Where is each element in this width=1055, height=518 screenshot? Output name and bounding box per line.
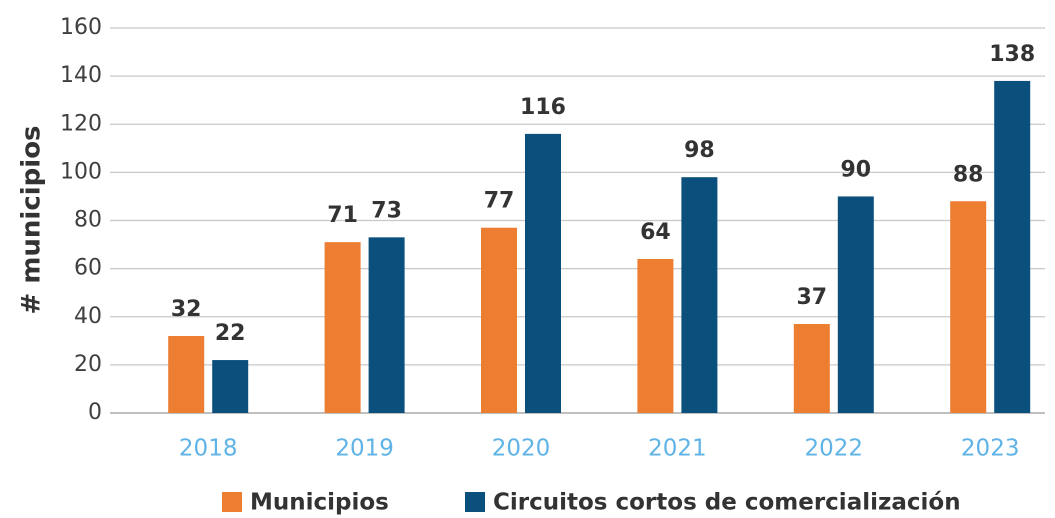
bar	[324, 242, 361, 413]
bar	[837, 196, 874, 413]
y-tick-label: 80	[74, 208, 102, 233]
x-tick-label: 2020	[492, 436, 551, 462]
value-label: 90	[840, 157, 871, 182]
bar	[168, 336, 205, 413]
value-label: 22	[215, 321, 246, 346]
y-tick-label: 140	[60, 63, 102, 88]
x-tick-label: 2019	[335, 436, 394, 462]
y-tick-label: 60	[74, 256, 102, 281]
x-tick-label: 2021	[648, 436, 707, 462]
value-label: 64	[640, 220, 671, 245]
legend-swatch	[465, 492, 485, 512]
legend-swatch	[222, 492, 242, 512]
bar	[950, 201, 987, 413]
y-tick-label: 20	[74, 352, 102, 377]
value-label: 88	[953, 162, 984, 187]
value-label: 77	[484, 189, 515, 214]
bar	[481, 227, 517, 413]
y-tick-label: 100	[60, 159, 102, 184]
bar	[525, 133, 561, 413]
x-tick-label: 2023	[961, 436, 1020, 462]
bar	[681, 177, 718, 413]
bar	[793, 323, 830, 413]
bar	[637, 259, 674, 413]
bar	[994, 80, 1031, 413]
value-label: 32	[171, 297, 202, 322]
value-label: 71	[327, 203, 358, 228]
y-tick-label: 0	[88, 400, 102, 425]
value-label: 138	[989, 42, 1035, 67]
legend-label: Circuitos cortos de comercialización	[493, 490, 961, 516]
x-tick-label: 2018	[179, 436, 238, 462]
x-tick-label: 2022	[805, 436, 864, 462]
bar	[368, 237, 405, 413]
value-label: 116	[520, 95, 566, 120]
y-tick-label: 160	[60, 15, 102, 40]
value-label: 73	[371, 198, 402, 223]
y-axis-label: # municipios	[17, 125, 47, 314]
y-tick-label: 40	[74, 304, 102, 329]
legend-label: Municipios	[250, 490, 389, 516]
y-tick-label: 120	[60, 111, 102, 136]
value-label: 98	[684, 138, 715, 163]
bar	[212, 360, 249, 413]
value-label: 37	[796, 285, 827, 310]
